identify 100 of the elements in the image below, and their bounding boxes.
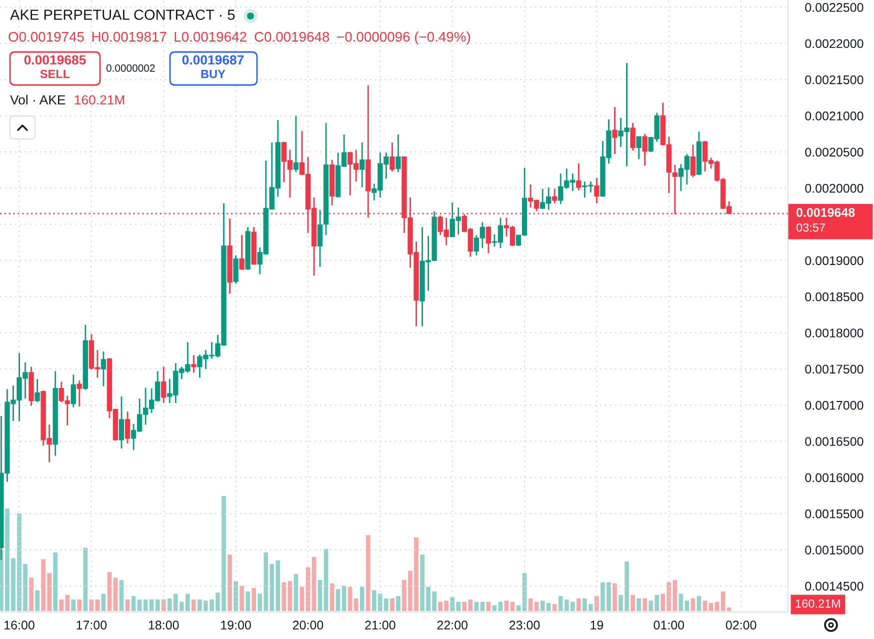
x-tick-label: 16:00	[4, 620, 34, 630]
annotation: C0.0019648	[254, 32, 330, 42]
bar	[294, 574, 298, 611]
bar	[240, 586, 244, 611]
x-tick-label: 19:00	[221, 620, 251, 630]
bar	[161, 600, 166, 611]
candlestick	[486, 226, 492, 254]
candlestick	[124, 410, 130, 444]
y-tick-label: 0.0015000	[805, 546, 864, 554]
bar	[552, 604, 557, 611]
y-tick-label: 0.0020000	[805, 184, 864, 193]
bar	[95, 600, 100, 611]
y-tick-label: 0.0015500	[805, 509, 864, 518]
bar	[318, 580, 322, 611]
bar	[714, 602, 720, 611]
bar	[53, 552, 58, 611]
annotation: L0.0019642	[174, 32, 246, 42]
bar	[312, 556, 316, 611]
bar	[720, 591, 726, 611]
x-tick-label: 19	[590, 620, 604, 630]
bar	[246, 591, 250, 611]
bar	[360, 586, 364, 611]
annotation: 160.21M	[74, 95, 124, 105]
x-tick-label: 21:00	[365, 620, 396, 630]
bar	[300, 586, 304, 611]
y-tick-label: 0.0021000	[805, 112, 864, 120]
candlestick	[642, 133, 648, 166]
bar	[498, 602, 503, 611]
bar	[143, 600, 148, 611]
bar	[366, 535, 370, 611]
bar	[282, 582, 286, 611]
bar	[576, 598, 581, 611]
bar	[324, 548, 328, 611]
bar	[540, 600, 545, 611]
bar	[288, 581, 292, 611]
bar	[678, 594, 684, 611]
bar	[228, 554, 232, 611]
x-tick-label: 20:00	[292, 620, 324, 630]
candlestick	[690, 144, 696, 178]
bar	[101, 594, 106, 611]
candlestick	[161, 366, 166, 404]
candlestick	[76, 380, 82, 408]
y-tick-label: 0.0021500	[805, 75, 864, 84]
candlestick	[239, 234, 244, 271]
candlestick	[317, 209, 323, 268]
bar	[642, 598, 647, 611]
ref-line-label: 0.0019648	[796, 208, 855, 217]
candlestick	[630, 122, 636, 152]
text: AKE PERPETUAL CONTRACT · 5	[10, 10, 235, 20]
bar	[690, 598, 696, 611]
y-tick-label: 0.0016000	[805, 473, 864, 482]
candlestick	[293, 115, 299, 173]
bar	[480, 602, 485, 611]
candlestick	[594, 177, 600, 204]
x-tick-label: 18:00	[148, 620, 179, 630]
bar	[390, 598, 394, 611]
bar	[474, 602, 479, 611]
bar	[528, 598, 533, 611]
bar	[396, 596, 400, 611]
bar	[29, 578, 34, 611]
bar	[71, 600, 76, 611]
bar	[330, 583, 334, 611]
candlestick	[552, 188, 558, 204]
bar	[125, 600, 130, 611]
y-tick-label: 0.0018500	[805, 292, 864, 302]
candlestick	[233, 254, 238, 284]
bar	[35, 590, 40, 611]
annotation: BUY	[201, 70, 226, 78]
bar	[534, 602, 539, 611]
candlestick	[70, 374, 76, 408]
y-tick-label: 0.0018000	[805, 328, 864, 338]
bar	[131, 596, 136, 611]
y-tick-label: 0.0022500	[805, 3, 864, 12]
candlestick	[612, 106, 618, 155]
bar	[630, 594, 635, 611]
x-tick-label: 01:00	[654, 620, 684, 630]
annotation: H0.0019817	[92, 32, 166, 42]
bar	[113, 578, 118, 611]
y-tick-label: 0.0014500	[805, 582, 864, 591]
bar	[77, 600, 82, 611]
y-tick-label: 0.0017000	[805, 400, 864, 410]
y-tick-label: 0.0016500	[805, 437, 864, 446]
text: 160.21M	[796, 599, 840, 608]
bar	[83, 548, 88, 611]
candlestick	[118, 396, 124, 450]
candlestick	[576, 162, 582, 191]
bar	[252, 588, 256, 611]
bar	[684, 600, 690, 611]
bar	[107, 572, 112, 611]
annotation: SELL	[40, 70, 70, 78]
y-tick-label: 0.0020500	[805, 148, 864, 157]
annotation: 0.0000002	[106, 64, 155, 72]
candlestick	[34, 378, 40, 403]
bar	[636, 598, 641, 611]
bar	[137, 600, 142, 611]
bar	[192, 600, 196, 611]
candlestick	[390, 142, 395, 172]
x-tick-label: 17:00	[76, 620, 107, 630]
bar	[696, 596, 702, 611]
annotation: −0.0000096 (−0.49%)	[337, 32, 470, 44]
